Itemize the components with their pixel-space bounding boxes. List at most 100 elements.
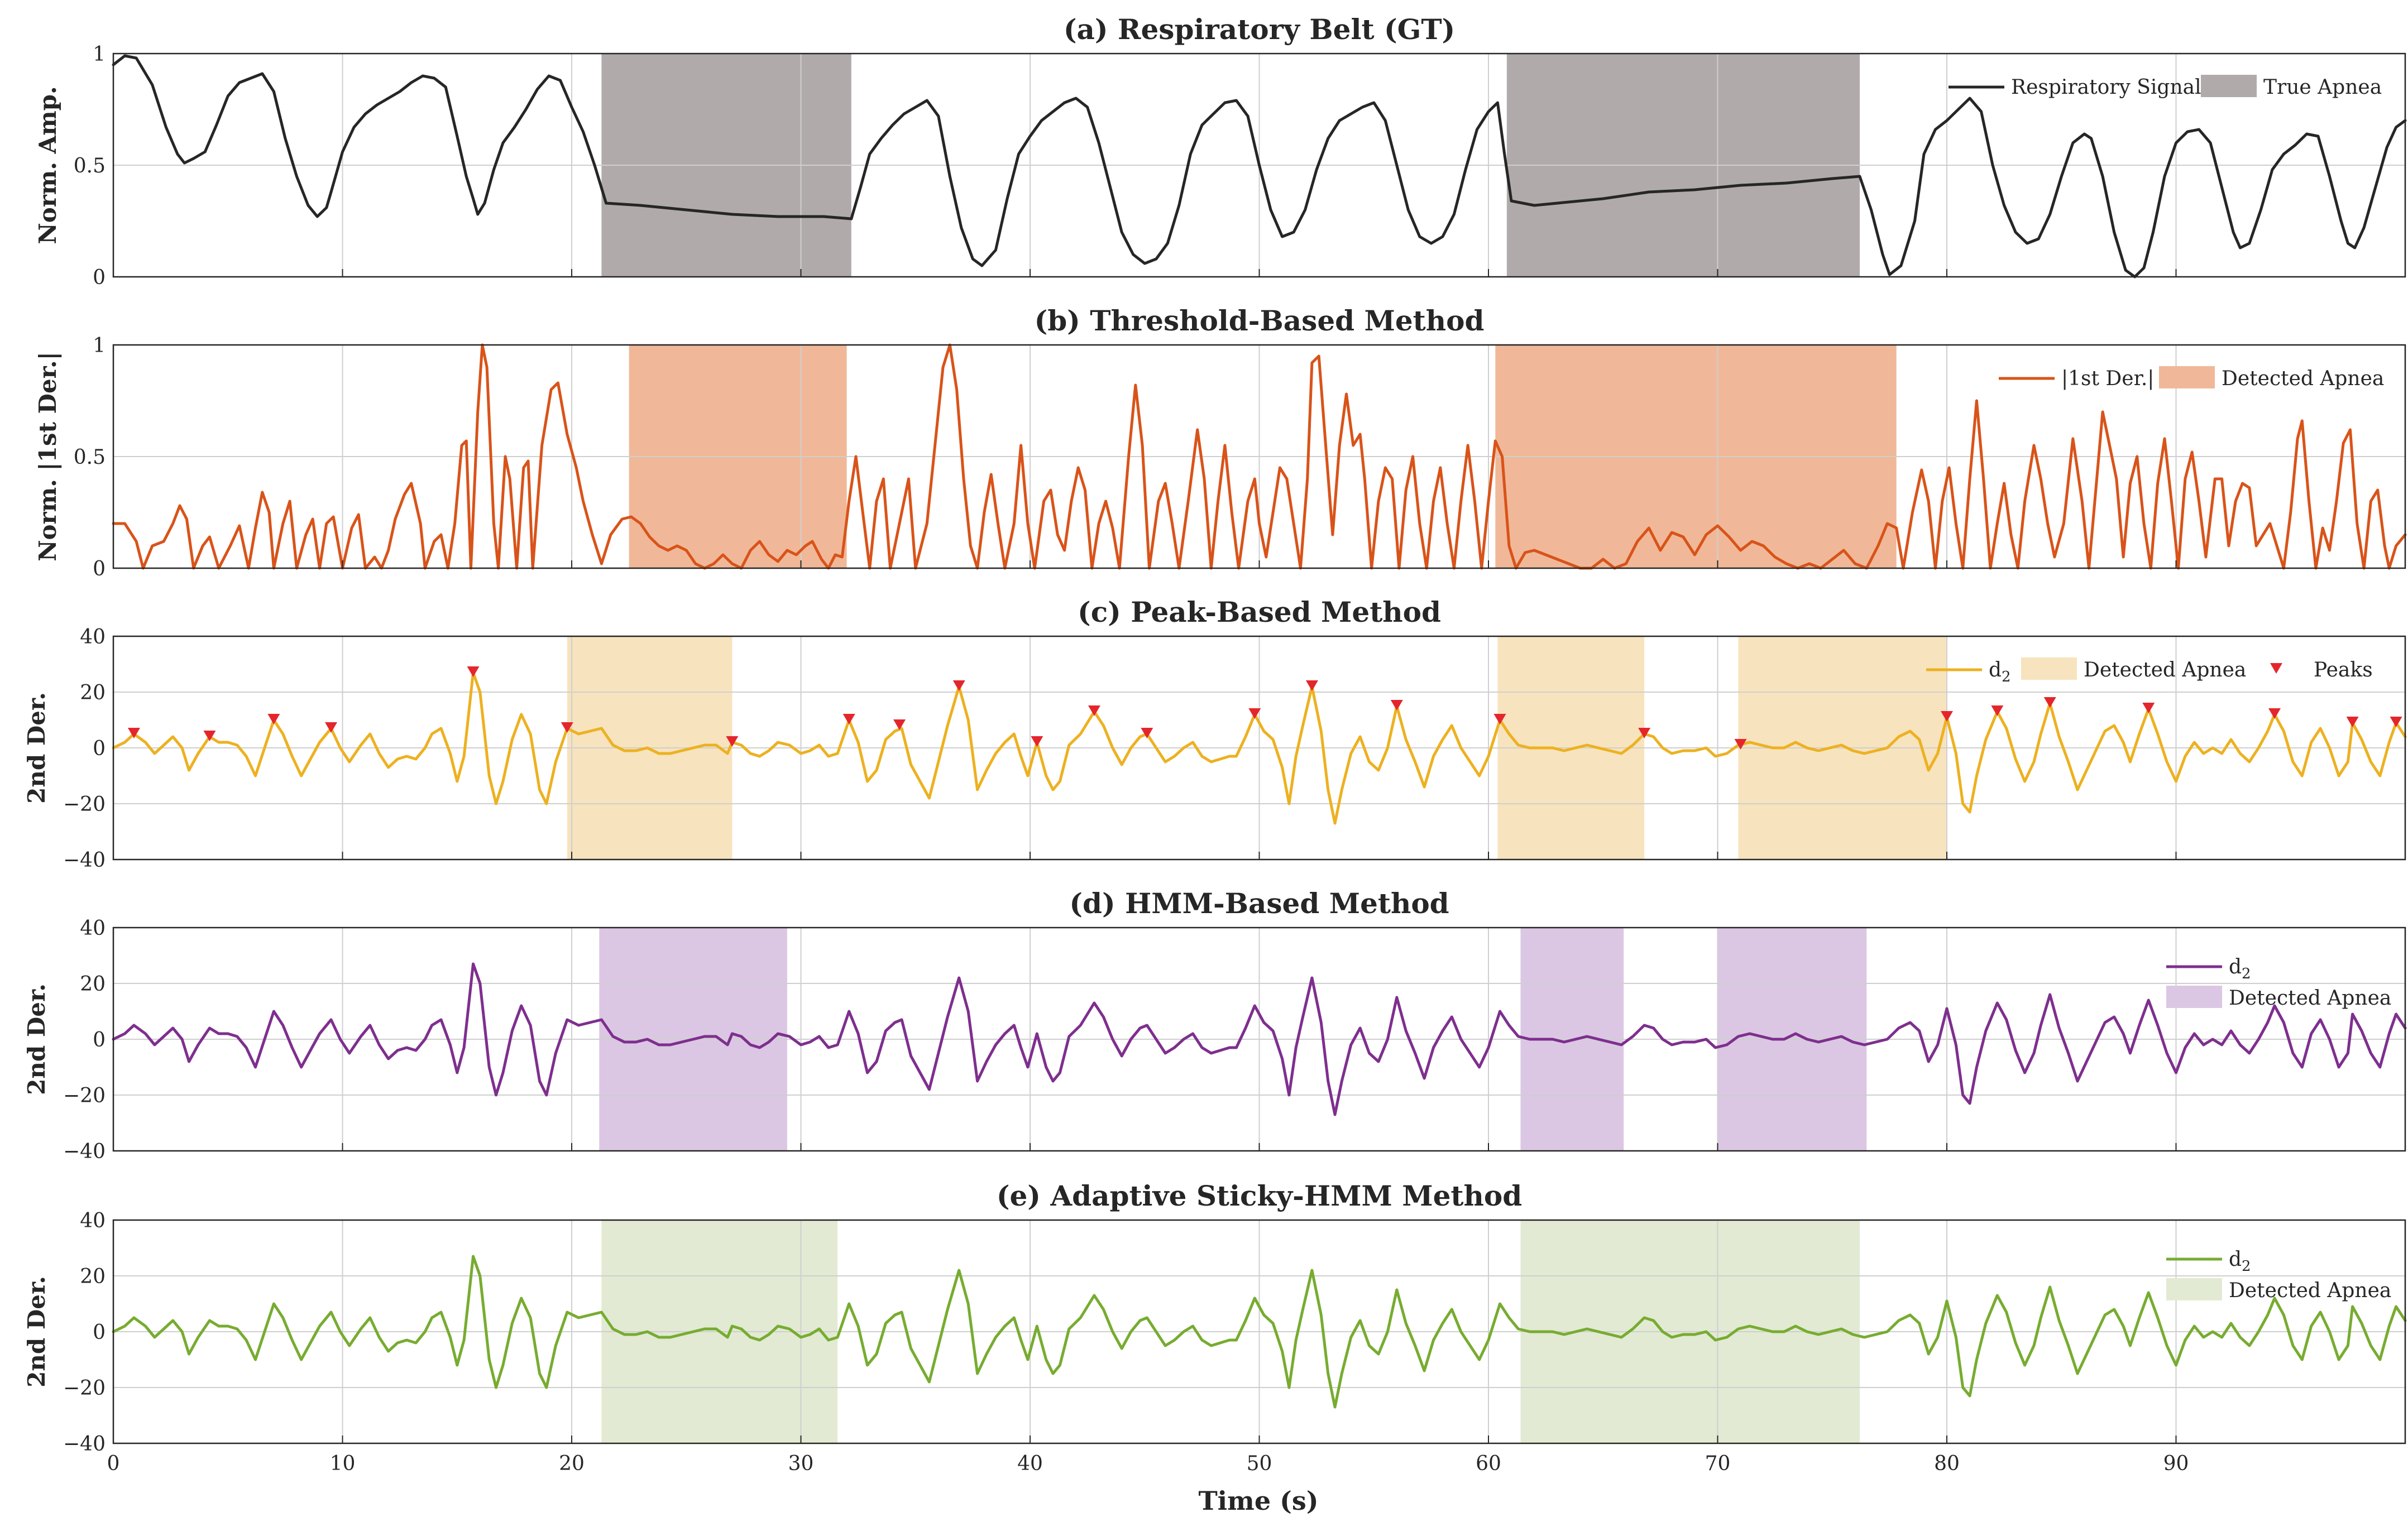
peak-marker (1141, 728, 1153, 738)
y-tick-label: 0 (93, 737, 106, 760)
peak-marker (467, 666, 480, 677)
peak-marker (952, 680, 965, 691)
x-tick-label: 40 (1017, 1452, 1043, 1475)
y-tick-label: 40 (80, 1209, 106, 1232)
y-tick-label: 20 (80, 681, 106, 704)
legend-swatch-region (2201, 75, 2257, 97)
legend-label: Detected Apnea (2222, 367, 2384, 390)
series-line (112, 1255, 2407, 1409)
series-line (112, 671, 2407, 825)
peak-marker (203, 731, 216, 741)
panel-title: (d) HMM-Based Method (1069, 887, 1449, 920)
legend-swatch-region (2166, 986, 2222, 1008)
peak-marker (1941, 711, 1953, 722)
y-tick-label: 0 (93, 266, 106, 289)
panel-2: −40 −20 0 20 40 (c) Peak-Based Method 2nd Der.… (23, 596, 2407, 872)
legend-subscript: 2 (2242, 966, 2251, 982)
y-tick-label: 20 (80, 973, 106, 996)
peak-marker (1390, 700, 1403, 711)
legend-label: Detected Apnea (2084, 659, 2246, 681)
x-tick-label: 50 (1247, 1452, 1272, 1475)
legend-swatch-marker (2270, 663, 2282, 674)
series-line (112, 54, 2407, 279)
legend-label: Detected Apnea (2229, 987, 2391, 1010)
figure-xlabel: Time (s) (1198, 1486, 1318, 1516)
y-tick-label: 1 (93, 334, 106, 357)
y-tick-label: 0 (93, 1321, 106, 1344)
y-tick-label: −40 (63, 1433, 106, 1456)
x-tick-label: 90 (2163, 1452, 2189, 1475)
x-tick-label: 10 (330, 1452, 356, 1475)
panel-title: (c) Peak-Based Method (1078, 596, 1441, 628)
legend: d2 Detected Apnea Peaks (1926, 657, 2373, 685)
series-line (112, 343, 2407, 570)
series-line (112, 962, 2407, 1116)
y-tick-label: 0.5 (74, 155, 106, 177)
legend-subscript: 2 (2242, 1258, 2251, 1275)
peak-marker (2390, 717, 2402, 727)
y-axis-label: 2nd Der. (23, 983, 50, 1095)
y-tick-label: −20 (63, 793, 106, 816)
peak-marker (2142, 703, 2155, 713)
panel-title: (b) Threshold-Based Method (1035, 304, 1485, 337)
y-axis-label: Norm. |1st Der.| (34, 352, 61, 561)
peak-marker (1493, 714, 1506, 724)
x-tick-label: 30 (788, 1452, 814, 1475)
legend: |1st Der.| Detected Apnea (1999, 366, 2384, 390)
y-tick-label: −40 (63, 849, 106, 872)
peak-marker (561, 722, 573, 733)
peak-marker (2268, 708, 2281, 719)
panel-title: (e) Adaptive Sticky-HMM Method (997, 1179, 1522, 1212)
x-tick-label: 80 (1934, 1452, 1960, 1475)
peak-marker (1088, 705, 1100, 716)
legend-label: True Apnea (2263, 76, 2382, 99)
legend: d2 Detected Apnea (2166, 956, 2391, 1010)
y-tick-label: 1 (93, 43, 106, 66)
peak-marker (1305, 680, 1318, 691)
panel-title: (a) Respiratory Belt (GT) (1064, 13, 1455, 46)
y-tick-label: 0 (93, 558, 106, 580)
y-tick-label: −20 (63, 1377, 106, 1400)
legend-label: Detected Apnea (2229, 1279, 2391, 1302)
panel-3: −40 −20 0 20 40 (d) HMM-Based Method 2nd Der. d… (23, 887, 2407, 1163)
x-tick-label: 0 (107, 1452, 120, 1475)
legend-label: |1st Der.| (2061, 367, 2154, 390)
peak-marker (267, 714, 280, 724)
peak-marker (726, 736, 739, 747)
peak-marker (2043, 697, 2056, 708)
x-tick-label: 20 (559, 1452, 585, 1475)
peak-marker (1248, 708, 1261, 719)
legend-swatch-region (2166, 1278, 2222, 1300)
y-tick-label: −20 (63, 1084, 106, 1107)
panel-4: 0 10 20 30 40 50 60 70 80 90 −40 −20 0 20 40 (e) Adapti… (23, 1179, 2407, 1475)
peak-marker (1734, 739, 1747, 750)
peak-marker (893, 719, 906, 730)
peak-marker (842, 714, 855, 724)
legend-label: d2 (2229, 956, 2251, 982)
peak-marker (1638, 728, 1651, 738)
legend: Respiratory Signal True Apnea (1949, 75, 2382, 99)
panel-0: 0 0.5 1 (a) Respiratory Belt (GT) Norm. Amp.… (34, 13, 2407, 289)
legend-label: Respiratory Signal (2011, 76, 2201, 99)
y-tick-label: 40 (80, 626, 106, 649)
legend: d2 Detected Apnea (2166, 1248, 2391, 1302)
y-axis-label: 2nd Der. (23, 692, 50, 804)
panel-1: 0 0.5 1 (b) Threshold-Based Method Norm. |1s… (34, 304, 2407, 580)
y-axis-label: Norm. Amp. (34, 86, 61, 244)
y-axis-label: 2nd Der. (23, 1276, 50, 1388)
y-tick-label: −40 (63, 1140, 106, 1163)
peak-marker (324, 722, 337, 733)
x-tick-label: 60 (1476, 1452, 1501, 1475)
y-tick-label: 20 (80, 1265, 106, 1288)
legend-label: d2 (1989, 659, 2011, 685)
x-tick-label: 70 (1705, 1452, 1731, 1475)
peak-marker (1031, 736, 1043, 747)
legend-label: Peaks (2314, 659, 2373, 681)
legend-swatch-region (2021, 657, 2077, 680)
peak-marker (2346, 717, 2359, 727)
y-tick-label: 0 (93, 1029, 106, 1052)
peak-marker (127, 728, 140, 738)
legend-label: d2 (2229, 1248, 2251, 1275)
y-tick-label: 40 (80, 917, 106, 940)
